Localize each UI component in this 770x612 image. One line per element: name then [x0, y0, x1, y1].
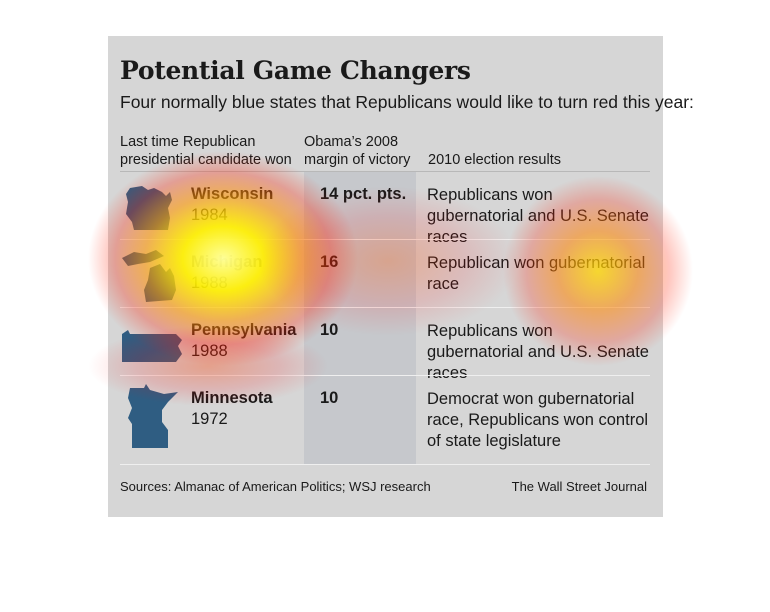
state-result: Democrat won gubernatorial race, Republi…: [427, 390, 649, 450]
state-year: 1988: [191, 274, 228, 292]
wisconsin-map-icon: [126, 186, 172, 230]
minnesota-map-icon: [128, 384, 178, 448]
state-year: 1984: [191, 206, 228, 224]
infographic-card: Potential Game Changers Four normally bl…: [88, 36, 694, 517]
infographic-title: Potential Game Changers: [120, 56, 471, 85]
footer-divider: [120, 464, 650, 465]
table-row: Pennsylvania 1988 10 Republicans won gub…: [120, 308, 650, 382]
infographic-subtitle: Four normally blue states that Republica…: [120, 92, 694, 112]
publisher-credit: The Wall Street Journal: [511, 479, 647, 494]
header-2010-results: 2010 election results: [428, 152, 561, 168]
michigan-map-icon: [122, 250, 176, 302]
table-row: Michigan 1988 16 Republican won gubernat…: [120, 240, 650, 308]
state-name: Pennsylvania: [191, 321, 297, 339]
row-divider: [120, 239, 650, 240]
state-name: Wisconsin: [191, 185, 274, 203]
header-divider: [120, 171, 650, 172]
state-name: Minnesota: [191, 389, 273, 407]
header-last-republican-win: Last time Republican presidential candid…: [120, 134, 292, 168]
row-divider: [120, 307, 650, 308]
header-obama-margin: Obama’s 2008 margin of victory: [304, 134, 411, 168]
state-year: 1988: [191, 342, 228, 360]
state-year: 1972: [191, 410, 228, 428]
table-row: Wisconsin 1984 14 pct. pts. Republicans …: [120, 172, 650, 246]
state-margin: 10: [320, 389, 339, 407]
state-margin: 10: [320, 321, 339, 339]
state-result: Republican won gubernatorial race: [427, 254, 646, 293]
table-row: Minnesota 1972 10 Democrat won gubernato…: [120, 376, 650, 464]
state-margin: 16: [320, 253, 339, 271]
pennsylvania-map-icon: [122, 330, 182, 362]
state-margin: 14 pct. pts.: [320, 185, 407, 203]
row-divider: [120, 375, 650, 376]
state-name: Michigan: [191, 253, 263, 271]
sources-note: Sources: Almanac of American Politics; W…: [120, 479, 431, 494]
